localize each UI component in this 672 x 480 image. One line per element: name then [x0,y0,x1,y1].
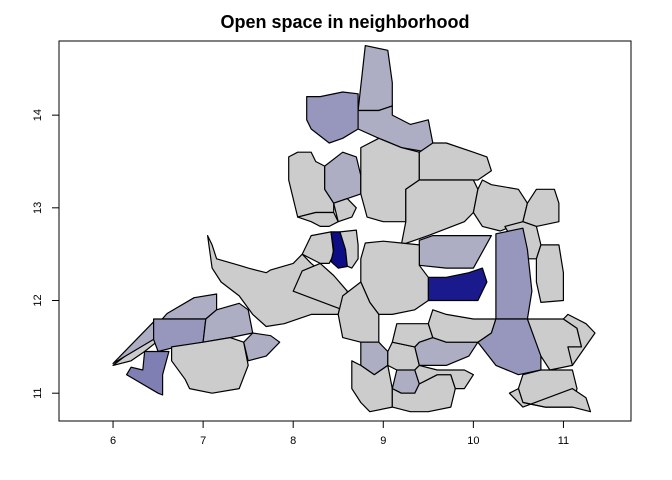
y-tick-label: 14 [32,109,44,121]
x-tick-label: 11 [558,435,569,447]
x-tick-label: 6 [110,435,116,447]
region-r29 [427,267,488,302]
region-r45 [562,313,596,366]
region-r06 [171,337,249,394]
region-r23 [472,179,529,232]
region-r12 [339,229,359,269]
region-r19 [297,211,339,227]
x-tick-label: 7 [200,435,206,447]
region-r44 [508,388,592,413]
chart-title: Open space in neighborhood [220,12,469,32]
y-tick-label: 12 [32,294,44,306]
region-r20 [333,198,357,223]
x-tick-label: 10 [467,435,479,447]
region-r35 [391,369,420,394]
region-r31 [337,281,380,343]
region-r15 [306,91,359,144]
y-tick-label: 11 [32,387,44,398]
y-axis: 11 12 13 14 [32,109,59,399]
x-axis: 6 7 8 9 10 11 [110,421,569,447]
region-r28 [418,235,492,269]
region-r21 [418,142,492,181]
plot-frame [58,40,632,422]
region-r37 [414,364,474,390]
x-tick-label: 8 [290,435,296,447]
region-r14 [324,151,362,204]
region-r04 [125,350,170,396]
region-r16 [357,44,393,112]
x-tick-label: 9 [380,435,386,447]
regions-layer [112,44,596,413]
region-r26 [535,244,565,303]
region-r07 [243,332,281,362]
y-tick-label: 13 [32,202,44,214]
region-r24 [522,188,560,227]
